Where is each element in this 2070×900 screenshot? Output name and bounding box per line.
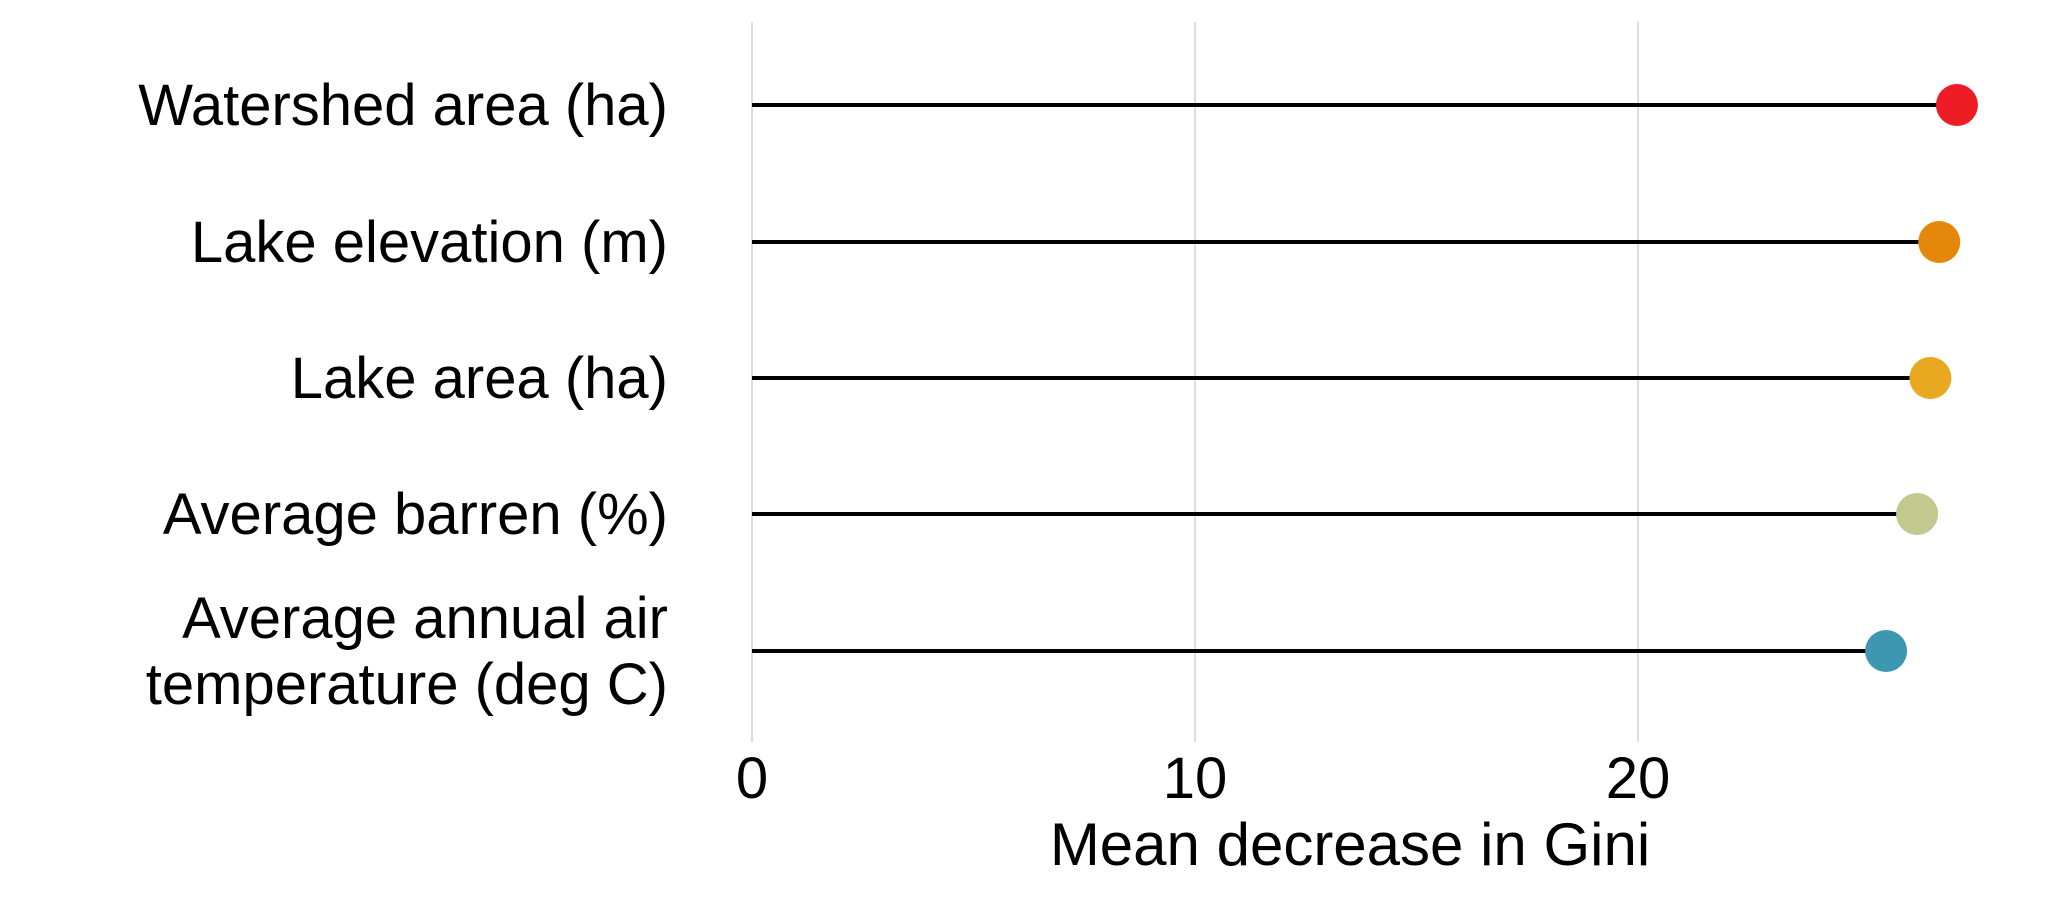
x-tick-label-20: 20: [1606, 746, 1671, 811]
category-label-1: Lake elevation (m): [191, 210, 668, 275]
point-0: [1935, 84, 1978, 126]
category-label-line: Average barren (%): [163, 482, 668, 547]
category-label-line: Lake elevation (m): [191, 210, 668, 275]
point-2: [1909, 357, 1952, 399]
point-3: [1896, 493, 1939, 535]
points: [1865, 84, 1978, 672]
x-tick-label-0: 0: [736, 746, 768, 811]
category-label-3: Average barren (%): [163, 482, 668, 547]
point-4: [1865, 630, 1908, 672]
category-label-0: Watershed area (ha): [138, 73, 668, 138]
category-label-4: Average annual air temperature (deg C): [146, 586, 668, 717]
category-label-2: Lake area (ha): [291, 346, 668, 411]
point-1: [1918, 221, 1961, 263]
x-tick-labels: 0 10 20: [736, 746, 1670, 811]
category-labels: Watershed area (ha) Lake elevation (m) Lak…: [138, 73, 668, 717]
gridlines: [751, 22, 1639, 742]
x-axis-title: Mean decrease in Gini: [1050, 811, 1650, 878]
x-tick-label-10: 10: [1163, 746, 1228, 811]
category-label-line: Average annual air: [182, 586, 668, 651]
stems: [752, 103, 1957, 653]
category-label-line: Lake area (ha): [291, 346, 668, 411]
category-label-line: temperature (deg C): [146, 652, 668, 717]
category-label-line: Watershed area (ha): [138, 73, 668, 138]
